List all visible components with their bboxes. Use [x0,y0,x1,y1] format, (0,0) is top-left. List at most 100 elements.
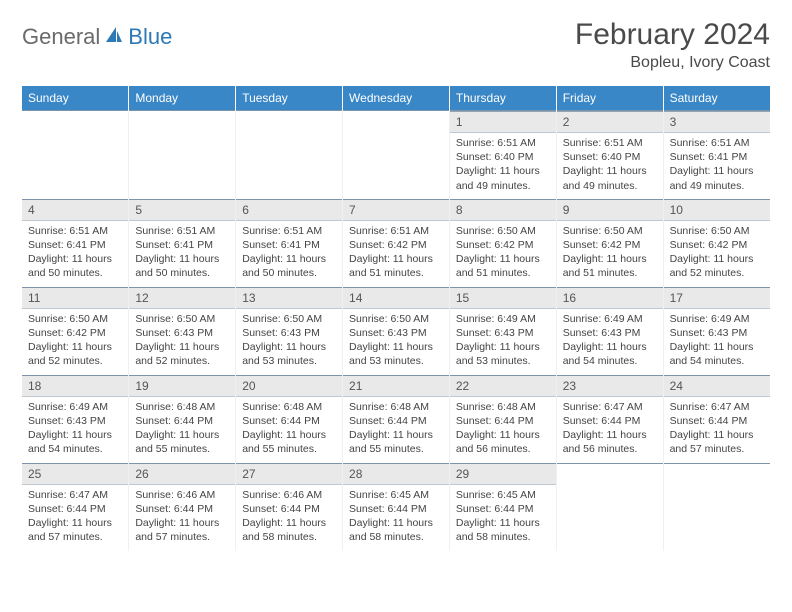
day-number: 21 [343,376,449,397]
daylight-line: Daylight: 11 hours and 50 minutes. [242,252,336,280]
calendar-day-cell: 18Sunrise: 6:49 AMSunset: 6:43 PMDayligh… [22,375,129,463]
daylight-line: Daylight: 11 hours and 55 minutes. [242,428,336,456]
weekday-header: Saturday [663,86,770,111]
sunset-line: Sunset: 6:44 PM [242,502,336,516]
daylight-line: Daylight: 11 hours and 49 minutes. [456,164,550,192]
sunset-line: Sunset: 6:41 PM [670,150,764,164]
sunset-line: Sunset: 6:44 PM [135,502,229,516]
sunset-line: Sunset: 6:44 PM [456,502,550,516]
sunrise-line: Sunrise: 6:50 AM [456,224,550,238]
calendar-day-cell [22,111,129,200]
day-details: Sunrise: 6:48 AMSunset: 6:44 PMDaylight:… [343,397,449,463]
brand-sail-icon [104,25,124,50]
day-number: 24 [664,376,770,397]
day-details: Sunrise: 6:51 AMSunset: 6:40 PMDaylight:… [450,133,556,199]
brand-text-general: General [22,24,100,50]
day-number: 20 [236,376,342,397]
day-number: 28 [343,464,449,485]
day-number: 16 [557,288,663,309]
calendar-day-cell: 15Sunrise: 6:49 AMSunset: 6:43 PMDayligh… [449,287,556,375]
day-number: 9 [557,200,663,221]
calendar-day-cell: 19Sunrise: 6:48 AMSunset: 6:44 PMDayligh… [129,375,236,463]
sunrise-line: Sunrise: 6:50 AM [670,224,764,238]
day-number: 2 [557,111,663,133]
sunrise-line: Sunrise: 6:49 AM [456,312,550,326]
sunrise-line: Sunrise: 6:51 AM [28,224,122,238]
sunrise-line: Sunrise: 6:51 AM [670,136,764,150]
daylight-line: Daylight: 11 hours and 52 minutes. [670,252,764,280]
calendar-day-cell: 23Sunrise: 6:47 AMSunset: 6:44 PMDayligh… [556,375,663,463]
calendar-day-cell: 5Sunrise: 6:51 AMSunset: 6:41 PMDaylight… [129,199,236,287]
day-number: 7 [343,200,449,221]
daylight-line: Daylight: 11 hours and 53 minutes. [349,340,443,368]
sunset-line: Sunset: 6:43 PM [456,326,550,340]
day-number: 6 [236,200,342,221]
day-details: Sunrise: 6:51 AMSunset: 6:42 PMDaylight:… [343,221,449,287]
day-details: Sunrise: 6:46 AMSunset: 6:44 PMDaylight:… [129,485,235,551]
daylight-line: Daylight: 11 hours and 51 minutes. [563,252,657,280]
calendar-day-cell: 26Sunrise: 6:46 AMSunset: 6:44 PMDayligh… [129,463,236,551]
day-details: Sunrise: 6:50 AMSunset: 6:43 PMDaylight:… [343,309,449,375]
daylight-line: Daylight: 11 hours and 51 minutes. [349,252,443,280]
daylight-line: Daylight: 11 hours and 58 minutes. [349,516,443,544]
daylight-line: Daylight: 11 hours and 50 minutes. [135,252,229,280]
month-title: February 2024 [575,18,770,52]
sunset-line: Sunset: 6:44 PM [349,414,443,428]
day-number: 22 [450,376,556,397]
daylight-line: Daylight: 11 hours and 57 minutes. [670,428,764,456]
day-details: Sunrise: 6:51 AMSunset: 6:40 PMDaylight:… [557,133,663,199]
day-details: Sunrise: 6:50 AMSunset: 6:42 PMDaylight:… [664,221,770,287]
daylight-line: Daylight: 11 hours and 51 minutes. [456,252,550,280]
daylight-line: Daylight: 11 hours and 54 minutes. [670,340,764,368]
calendar-day-cell [343,111,450,200]
daylight-line: Daylight: 11 hours and 56 minutes. [456,428,550,456]
sunrise-line: Sunrise: 6:49 AM [563,312,657,326]
sunset-line: Sunset: 6:43 PM [670,326,764,340]
sunrise-line: Sunrise: 6:51 AM [242,224,336,238]
day-details: Sunrise: 6:48 AMSunset: 6:44 PMDaylight:… [236,397,342,463]
sunrise-line: Sunrise: 6:51 AM [563,136,657,150]
day-number: 11 [22,288,128,309]
day-number: 25 [22,464,128,485]
daylight-line: Daylight: 11 hours and 54 minutes. [28,428,122,456]
day-number: 10 [664,200,770,221]
day-number: 13 [236,288,342,309]
sunrise-line: Sunrise: 6:51 AM [135,224,229,238]
daylight-line: Daylight: 11 hours and 53 minutes. [242,340,336,368]
day-details: Sunrise: 6:48 AMSunset: 6:44 PMDaylight:… [129,397,235,463]
calendar-day-cell: 2Sunrise: 6:51 AMSunset: 6:40 PMDaylight… [556,111,663,200]
calendar-day-cell: 14Sunrise: 6:50 AMSunset: 6:43 PMDayligh… [343,287,450,375]
sunset-line: Sunset: 6:44 PM [242,414,336,428]
calendar-week-row: 11Sunrise: 6:50 AMSunset: 6:42 PMDayligh… [22,287,770,375]
sunset-line: Sunset: 6:42 PM [563,238,657,252]
calendar-day-cell [129,111,236,200]
title-block: February 2024 Bopleu, Ivory Coast [575,18,770,72]
weekday-header: Wednesday [343,86,450,111]
calendar-day-cell: 21Sunrise: 6:48 AMSunset: 6:44 PMDayligh… [343,375,450,463]
sunset-line: Sunset: 6:42 PM [456,238,550,252]
day-details: Sunrise: 6:46 AMSunset: 6:44 PMDaylight:… [236,485,342,551]
calendar-day-cell: 7Sunrise: 6:51 AMSunset: 6:42 PMDaylight… [343,199,450,287]
calendar-day-cell: 10Sunrise: 6:50 AMSunset: 6:42 PMDayligh… [663,199,770,287]
sunrise-line: Sunrise: 6:46 AM [135,488,229,502]
calendar-day-cell: 12Sunrise: 6:50 AMSunset: 6:43 PMDayligh… [129,287,236,375]
calendar-day-cell: 25Sunrise: 6:47 AMSunset: 6:44 PMDayligh… [22,463,129,551]
sunset-line: Sunset: 6:42 PM [28,326,122,340]
weekday-header: Monday [129,86,236,111]
day-number: 19 [129,376,235,397]
day-number: 27 [236,464,342,485]
sunset-line: Sunset: 6:44 PM [135,414,229,428]
day-number: 15 [450,288,556,309]
day-details: Sunrise: 6:49 AMSunset: 6:43 PMDaylight:… [664,309,770,375]
day-number: 1 [450,111,556,133]
calendar-day-cell: 11Sunrise: 6:50 AMSunset: 6:42 PMDayligh… [22,287,129,375]
calendar-day-cell: 1Sunrise: 6:51 AMSunset: 6:40 PMDaylight… [449,111,556,200]
day-details: Sunrise: 6:51 AMSunset: 6:41 PMDaylight:… [129,221,235,287]
daylight-line: Daylight: 11 hours and 54 minutes. [563,340,657,368]
calendar-day-cell: 29Sunrise: 6:45 AMSunset: 6:44 PMDayligh… [449,463,556,551]
daylight-line: Daylight: 11 hours and 58 minutes. [242,516,336,544]
day-number: 8 [450,200,556,221]
sunset-line: Sunset: 6:41 PM [135,238,229,252]
sunrise-line: Sunrise: 6:47 AM [563,400,657,414]
sunset-line: Sunset: 6:44 PM [670,414,764,428]
